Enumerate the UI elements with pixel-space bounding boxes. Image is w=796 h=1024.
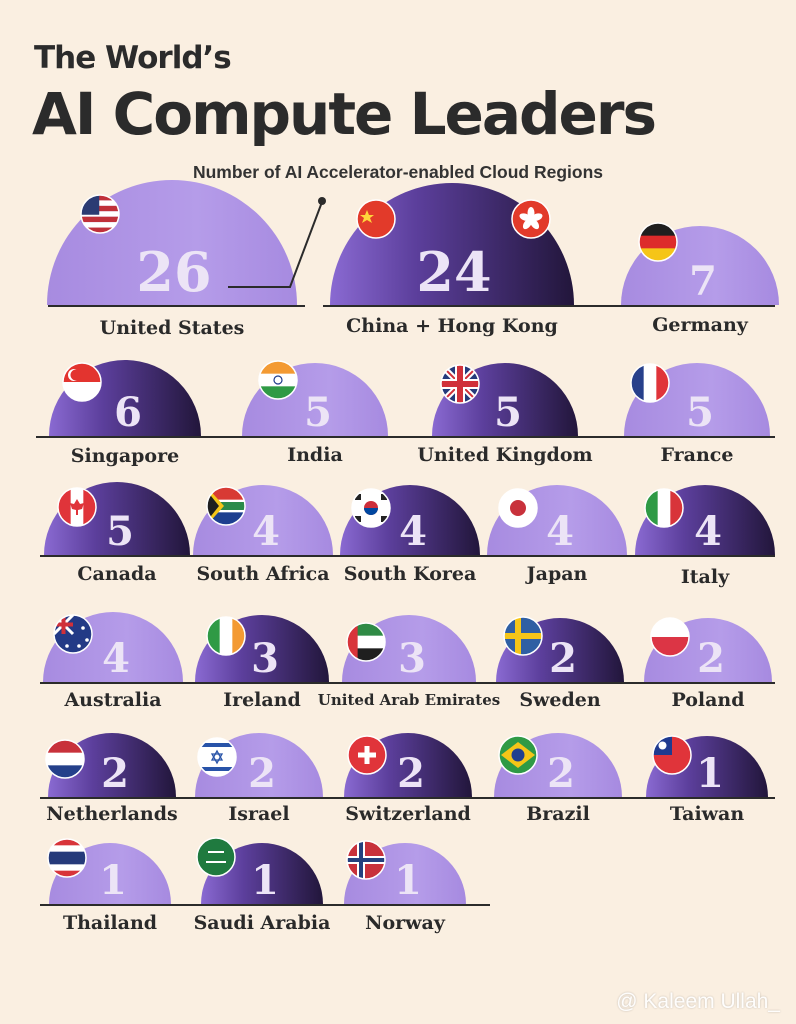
value-label-united-kingdom: 5 [494, 389, 522, 436]
value-label-singapore: 6 [114, 389, 142, 436]
value-label-india: 5 [304, 389, 332, 436]
us-flag-icon [80, 194, 120, 234]
watermark: @ Kaleem Ullah_ [616, 990, 780, 1013]
category-label-australia: Australia [63, 689, 161, 711]
category-label-israel: Israel [228, 803, 289, 825]
category-label-india: India [287, 444, 343, 466]
category-label-taiwan: Taiwan [670, 803, 745, 825]
value-label-taiwan: 1 [696, 750, 724, 797]
value-label-germany: 7 [689, 258, 717, 305]
value-label-south-korea: 4 [399, 508, 427, 555]
category-label-united-states: United States [100, 317, 245, 339]
poland-flag-icon [650, 617, 690, 657]
value-label-japan: 4 [546, 508, 574, 555]
value-label-united-arab-emirates: 3 [398, 635, 426, 682]
category-label-germany: Germany [652, 314, 749, 336]
israel-flag-icon [197, 737, 237, 777]
value-label-netherlands: 2 [101, 750, 129, 797]
value-label-china-hong-kong: 24 [416, 240, 491, 304]
value-label-saudi-arabia: 1 [251, 857, 279, 904]
category-label-netherlands: Netherlands [46, 803, 177, 825]
singapore-flag-icon [62, 362, 102, 402]
germany-flag-icon [638, 222, 678, 262]
thailand-flag-icon [47, 838, 87, 878]
category-label-france: France [661, 444, 734, 466]
category-label-south-korea: South Korea [344, 563, 477, 585]
ireland-flag-icon [206, 616, 246, 656]
value-label-sweden: 2 [549, 635, 577, 682]
italy-flag-icon [644, 488, 684, 528]
category-label-norway: Norway [365, 912, 446, 934]
category-label-ireland: Ireland [223, 689, 301, 711]
category-label-poland: Poland [671, 689, 744, 711]
norway-flag-icon [346, 840, 386, 880]
taiwan-flag-icon [652, 735, 692, 775]
category-label-china-hong-kong: China + Hong Kong [346, 315, 558, 337]
value-label-ireland: 3 [251, 635, 279, 682]
category-label-sweden: Sweden [519, 689, 601, 711]
value-label-norway: 1 [394, 857, 422, 904]
value-label-poland: 2 [697, 635, 725, 682]
category-label-united-arab-emirates: United Arab Emirates [318, 691, 500, 709]
saudi-arabia-flag-icon [196, 837, 236, 877]
australia-flag-icon [53, 614, 93, 654]
value-label-italy: 4 [694, 508, 722, 555]
value-label-united-states: 26 [136, 240, 211, 304]
sweden-flag-icon [503, 616, 543, 656]
title-line-1: The World’s [34, 40, 232, 76]
value-label-thailand: 1 [99, 857, 127, 904]
category-label-united-kingdom: United Kingdom [417, 444, 592, 466]
value-label-australia: 4 [102, 635, 130, 682]
title-line-2: AI Compute Leaders [32, 80, 657, 148]
category-label-saudi-arabia: Saudi Arabia [194, 912, 331, 934]
chart-subtitle: Number of AI Accelerator-enabled Cloud R… [192, 162, 603, 182]
brazil-flag-icon [498, 735, 538, 775]
value-label-south-africa: 4 [252, 508, 280, 555]
category-label-thailand: Thailand [63, 912, 157, 934]
category-label-japan: Japan [525, 563, 588, 585]
switzerland-flag-icon [347, 735, 387, 775]
value-label-canada: 5 [106, 508, 134, 555]
netherlands-flag-icon [45, 739, 85, 779]
value-label-brazil: 2 [547, 750, 575, 797]
hong-kong-flag-icon [511, 199, 551, 239]
category-label-italy: Italy [681, 566, 730, 588]
category-label-switzerland: Switzerland [345, 803, 471, 825]
value-label-switzerland: 2 [397, 750, 425, 797]
category-label-singapore: Singapore [71, 445, 179, 467]
category-label-brazil: Brazil [526, 803, 590, 825]
value-label-france: 5 [686, 389, 714, 436]
japan-flag-icon [498, 488, 538, 528]
uae-flag-icon [346, 622, 386, 662]
south-korea-flag-icon [351, 488, 391, 528]
india-flag-icon [258, 360, 298, 400]
category-label-south-africa: South Africa [196, 563, 329, 585]
france-flag-icon [630, 363, 670, 403]
canada-flag-icon [57, 487, 97, 527]
china-flag-icon [356, 199, 396, 239]
value-label-israel: 2 [248, 750, 276, 797]
category-label-canada: Canada [77, 563, 156, 585]
south-africa-flag-icon [206, 486, 246, 526]
callout-line [228, 197, 326, 288]
uk-flag-icon [440, 364, 480, 404]
